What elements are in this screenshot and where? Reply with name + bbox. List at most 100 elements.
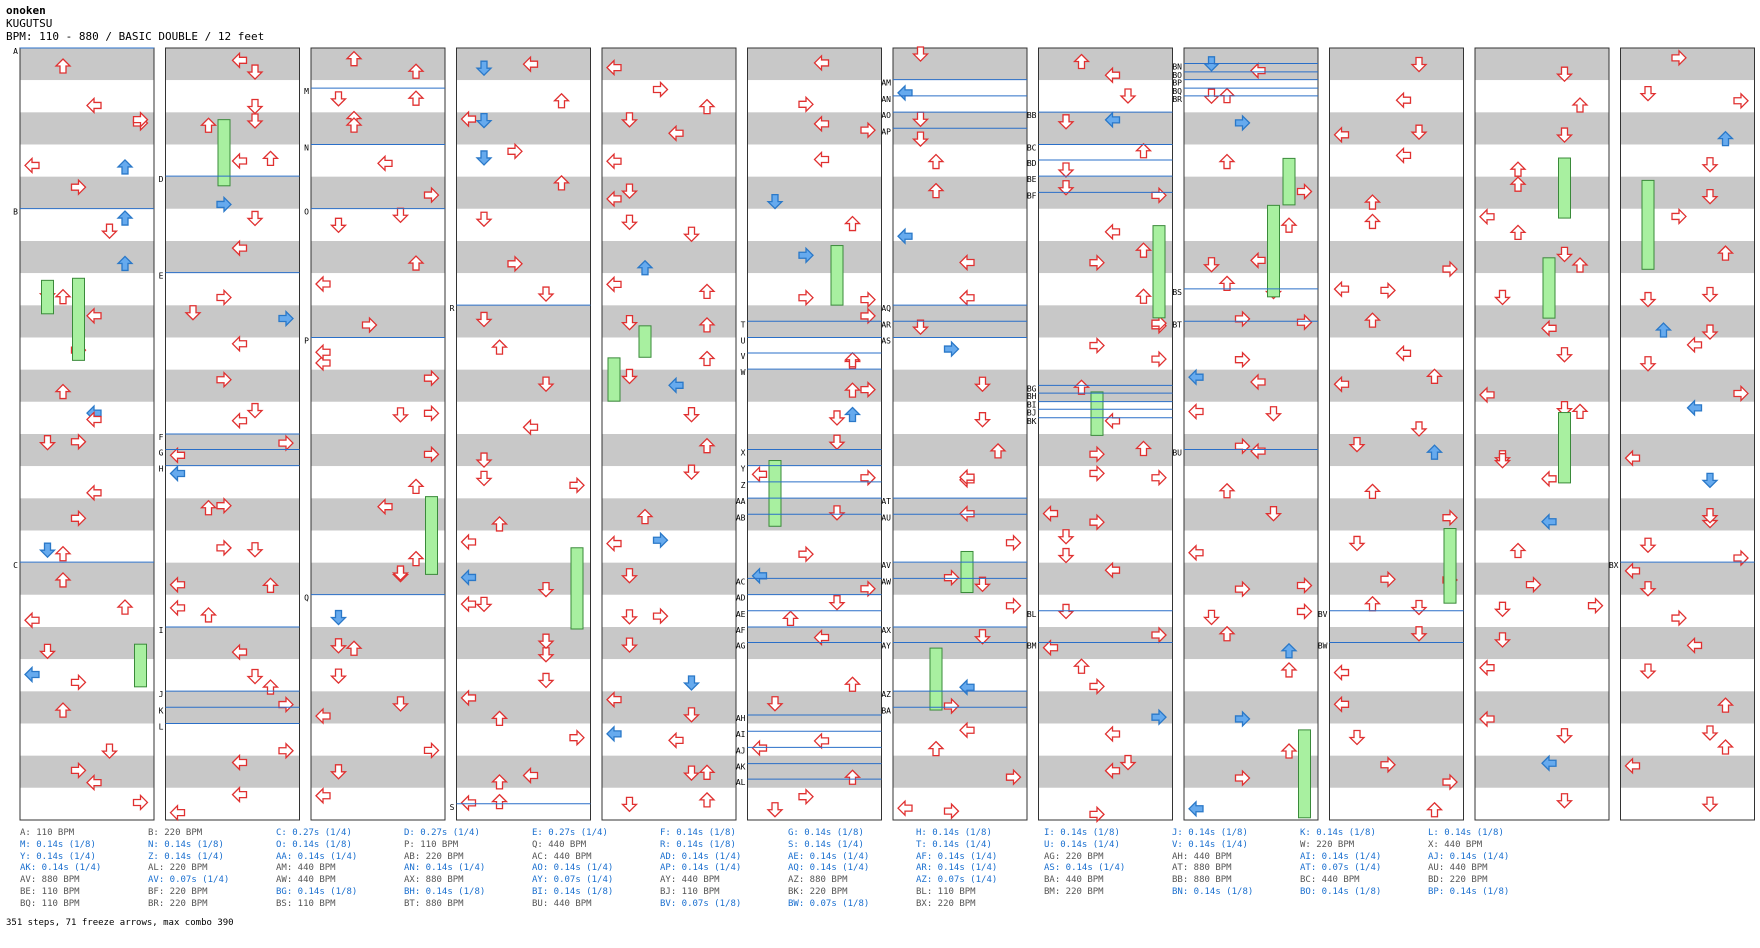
step-arrow (1701, 796, 1719, 813)
step-arrow (475, 596, 493, 613)
step-arrow (86, 774, 102, 792)
stripe-band (165, 787, 300, 820)
stripe-band (311, 273, 445, 306)
stripe-band (1184, 176, 1318, 209)
stripe-band (1184, 787, 1318, 820)
speed-marker-label: B (13, 208, 18, 217)
step-arrow (116, 159, 134, 175)
step-arrow (1525, 576, 1542, 594)
step-arrow (668, 124, 684, 142)
freeze-arrow (1558, 412, 1571, 484)
step-arrow (86, 307, 102, 325)
stripe-band (1184, 208, 1318, 241)
step-arrow (1380, 570, 1396, 588)
speed-marker-label: AC (736, 577, 746, 586)
legend-stop-entry: BG: 0.14s (1/8) (276, 886, 358, 897)
stripe-band (456, 434, 591, 467)
legend-stop-entry: AP: 0.14s (1/4) (660, 863, 742, 874)
stripe-band (893, 594, 1027, 627)
step-arrow (54, 572, 72, 588)
legend-row: A: 110 BPM B: 220 BPM C: 0.27s (1/4) D: 0.2… (20, 828, 1580, 840)
stripe-band (1038, 273, 1173, 306)
legend-stop-entry: D: 0.27s (1/4) (404, 828, 480, 838)
stripe-band (311, 691, 445, 724)
speed-marker-label: BS (1172, 288, 1182, 297)
step-arrow (943, 569, 960, 587)
step-arrow (507, 255, 523, 273)
stripe-band (1184, 498, 1318, 531)
stripe-band (1475, 691, 1609, 724)
freeze-arrow (1641, 179, 1655, 270)
step-arrow (24, 665, 40, 684)
step-arrow (798, 545, 814, 563)
step-arrow (636, 508, 654, 525)
stripe-band (1329, 723, 1464, 756)
column-frame (1474, 47, 1610, 821)
legend-stop-entry: AO: 0.14s (1/4) (532, 863, 614, 874)
step-arrow (606, 59, 622, 77)
step-arrow (329, 638, 348, 654)
step-arrow (490, 516, 509, 532)
stripe-band (311, 112, 445, 145)
column-frame (1183, 47, 1319, 821)
step-arrow (54, 702, 72, 718)
stripe-band (165, 241, 300, 274)
step-arrow (231, 335, 248, 353)
legend-stop-entry: AS: 0.14s (1/4) (1044, 863, 1126, 874)
step-arrow (1234, 580, 1251, 598)
step-arrow (860, 580, 876, 598)
step-arrow (1442, 773, 1458, 791)
legend-stop-entry: AR: 0.14s (1/4) (916, 863, 998, 874)
stripe-band (893, 466, 1027, 499)
stripe-band (20, 594, 154, 627)
step-arrow (38, 435, 57, 451)
step-arrow (1202, 609, 1221, 626)
step-arrow (668, 376, 684, 394)
step-arrow (169, 576, 186, 594)
freeze-arrow (134, 643, 147, 688)
legend-bpm-entry: W: 220 BPM (1300, 839, 1355, 850)
stripe-band (1620, 112, 1755, 145)
step-arrow (973, 376, 992, 393)
step-arrow (1188, 368, 1204, 386)
legend-row: AV: 880 BPM AV: 0.07s (1/4) AW: 440 BPM AX:… (20, 875, 1580, 887)
freeze-arrow (425, 496, 438, 575)
speed-marker-label: L (159, 723, 164, 732)
step-arrow (620, 315, 639, 331)
legend-stop-entry: AK: 0.14s (1/4) (20, 863, 102, 874)
step-arrow (751, 567, 768, 585)
step-arrow (620, 214, 639, 231)
step-arrow (38, 542, 57, 559)
speed-marker-label: BV (1318, 610, 1328, 619)
legend-bpm-entry: AB: 220 BPM (404, 851, 464, 862)
speed-marker-label: AO (881, 111, 891, 120)
speed-marker-label: H (159, 465, 164, 474)
step-arrow (423, 741, 440, 759)
stripe-band (165, 594, 300, 627)
stripe-band (456, 659, 591, 692)
step-arrow (843, 676, 862, 692)
step-arrow (860, 469, 876, 487)
step-arrow (1104, 725, 1121, 743)
stripe-band (20, 787, 154, 820)
freeze-arrow (1152, 225, 1166, 319)
stripe-band (893, 369, 1027, 402)
step-arrow (537, 672, 555, 689)
column-frame (892, 47, 1028, 821)
chart-column: M N O P Q (304, 47, 446, 821)
step-arrow (361, 316, 378, 334)
stripe-band (1620, 80, 1755, 113)
stripe-band (747, 273, 882, 306)
stripe-band (456, 755, 591, 788)
column-frame (1620, 47, 1755, 821)
step-arrow (1363, 213, 1382, 230)
speed-marker-label: AD (736, 594, 746, 603)
step-arrow (1057, 114, 1075, 130)
step-arrow (927, 740, 945, 757)
stripe-band (311, 144, 445, 177)
step-arrow (911, 319, 930, 336)
step-arrow (606, 725, 622, 743)
step-arrow (1072, 53, 1091, 70)
step-arrow (1701, 472, 1719, 489)
stripe-band (165, 305, 300, 338)
